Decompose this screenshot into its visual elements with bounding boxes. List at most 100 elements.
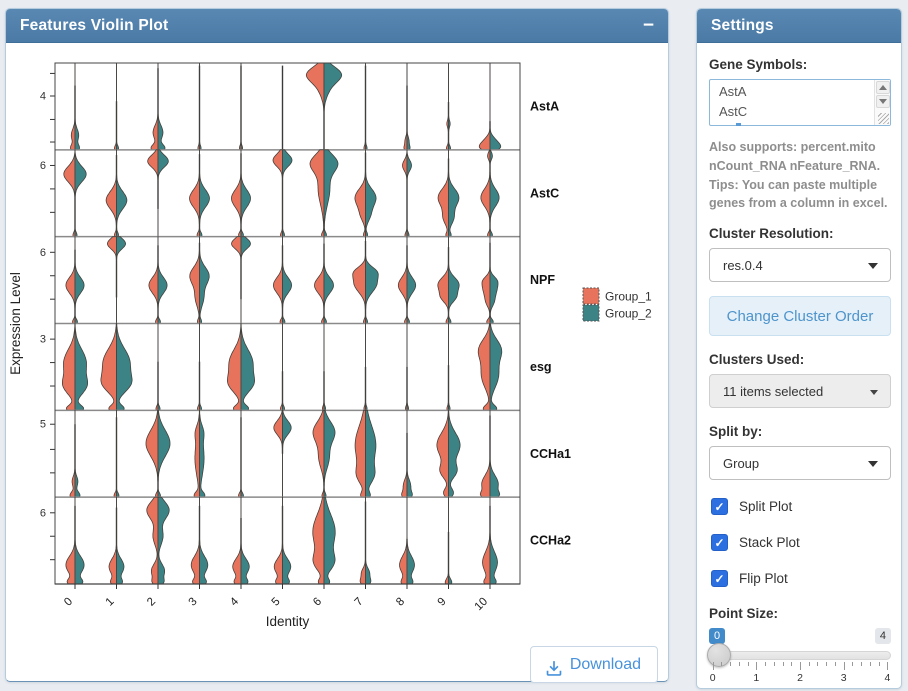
slider-minor-tick [782,662,784,666]
settings-body: Gene Symbols: AstA AstC Also supports: p… [697,43,901,688]
slider-major-tick [712,662,714,670]
settings-title: Settings [711,16,774,34]
slider-minor-tick [773,662,775,666]
gene-line-2: AstC [719,104,748,119]
slider-minor-tick [861,662,863,666]
stack-plot-label: Stack Plot [739,535,800,550]
gene-symbols-input[interactable]: AstA AstC [709,79,891,126]
collapse-minus-icon[interactable]: − [642,14,654,36]
point-size-grid: 0 1 2 3 4 [709,662,891,688]
plot-panel-header: Features Violin Plot − [6,9,668,43]
svg-text:6: 6 [40,160,46,172]
slider-tick-label: 3 [840,672,847,684]
gene-symbols-label: Gene Symbols: [709,57,808,72]
svg-text:5: 5 [40,419,46,431]
scroll-up-icon[interactable] [875,81,890,94]
svg-text:CCHa2: CCHa2 [530,534,571,548]
slider-minor-tick [852,662,854,666]
text-cursor [736,123,741,126]
slider-major-tick [887,662,889,670]
clusters-used-label: Clusters Used: [709,352,805,367]
download-label: Download [569,655,641,673]
violin-plot: 4 AstA 6 AstC 6 NPF 3 esg 5 CCHa1 6 CCHa2 0 1 2 3 4 5 6 7 8 9… [8,62,652,629]
svg-text:9: 9 [436,596,449,609]
chevron-down-icon [870,390,878,395]
plot-panel-title: Features Violin Plot [20,16,169,34]
slider-minor-tick [878,662,880,666]
slider-minor-tick [834,662,836,666]
slider-tick-label: 4 [884,672,891,684]
gene-line-1: AstA [719,84,747,99]
svg-text:4: 4 [40,90,46,102]
flip-plot-option: ✓ Flip Plot [711,570,889,587]
slider-minor-tick [869,662,871,666]
slider-minor-tick [817,662,819,666]
gene-symbols-help-text: Also supports: percent.mito nCount_RNA n… [709,140,888,211]
svg-text:5: 5 [270,596,283,609]
resize-grip-icon[interactable] [878,113,889,124]
point-size-label: Point Size: [709,606,779,621]
svg-text:CCHa1: CCHa1 [530,447,571,461]
slider-minor-tick [808,662,810,666]
cluster-resolution-value: res.0.4 [723,257,763,273]
slider-major-tick [756,662,758,670]
svg-text:0: 0 [62,596,75,609]
slider-tick-label: 2 [797,672,803,684]
svg-text:NPF: NPF [530,273,555,287]
slider-minor-tick [738,662,740,666]
svg-text:6: 6 [40,247,46,259]
change-cluster-order-button[interactable]: Change Cluster Order [709,296,891,336]
svg-text:esg: esg [530,360,552,374]
svg-text:7: 7 [353,596,366,609]
slider-minor-tick [826,662,828,666]
svg-text:8: 8 [394,596,407,609]
svg-text:Group_1: Group_1 [605,290,652,304]
chevron-down-icon [868,263,878,269]
svg-text:1: 1 [104,596,117,609]
split-by-select[interactable]: Group [709,446,891,480]
svg-text:6: 6 [40,507,46,519]
slider-tick-label: 1 [753,672,760,684]
svg-text:Group_2: Group_2 [605,307,652,321]
svg-text:AstC: AstC [530,186,559,200]
svg-text:3: 3 [40,334,46,346]
split-plot-checkbox[interactable]: ✓ [711,498,728,515]
slider-minor-tick [765,662,767,666]
slider-tick-label: 0 [709,672,716,684]
plot-options-group: ✓ Split Plot ✓ Stack Plot ✓ Flip Plot [709,498,889,587]
download-icon [543,652,563,678]
download-button[interactable]: Download [529,646,658,683]
split-by-value: Group [723,455,760,471]
cluster-resolution-label: Cluster Resolution: [709,226,834,241]
plot-body: 4 AstA 6 AstC 6 NPF 3 esg 5 CCHa1 6 CCHa2 0 1 2 3 4 5 6 7 8 9… [6,51,668,691]
settings-header: Settings [697,9,901,43]
svg-text:6: 6 [311,596,324,609]
clusters-used-select[interactable]: 11 items selected [709,374,891,408]
flip-plot-label: Flip Plot [739,571,788,586]
settings-panel: Settings Gene Symbols: AstA AstC Also su… [696,8,902,689]
gene-symbols-value: AstA AstC [710,80,874,125]
scroll-down-icon[interactable] [875,95,890,108]
stack-plot-option: ✓ Stack Plot [711,534,889,551]
svg-text:AstA: AstA [530,99,559,113]
stack-plot-checkbox[interactable]: ✓ [711,534,728,551]
slider-value-badge: 0 [709,628,726,644]
chevron-down-icon [868,461,878,467]
split-plot-label: Split Plot [739,499,793,514]
slider-minor-tick [791,662,793,666]
svg-text:Identity: Identity [266,614,310,629]
point-size-slider[interactable]: 0 4 0 1 2 3 4 [707,628,891,688]
slider-track[interactable] [709,651,891,660]
slider-major-tick [843,662,845,670]
svg-text:2: 2 [145,596,158,609]
slider-handle[interactable] [707,643,731,667]
slider-minor-tick [721,662,723,666]
flip-plot-checkbox[interactable]: ✓ [711,570,728,587]
features-violin-plot-panel: Features Violin Plot − 4 AstA 6 AstC 6 NPF 3 es… [5,8,669,683]
clusters-used-value: 11 items selected [723,383,824,399]
cluster-resolution-select[interactable]: res.0.4 [709,248,891,282]
split-plot-option: ✓ Split Plot [711,498,889,515]
svg-text:3: 3 [187,596,200,609]
slider-major-tick [800,662,801,670]
